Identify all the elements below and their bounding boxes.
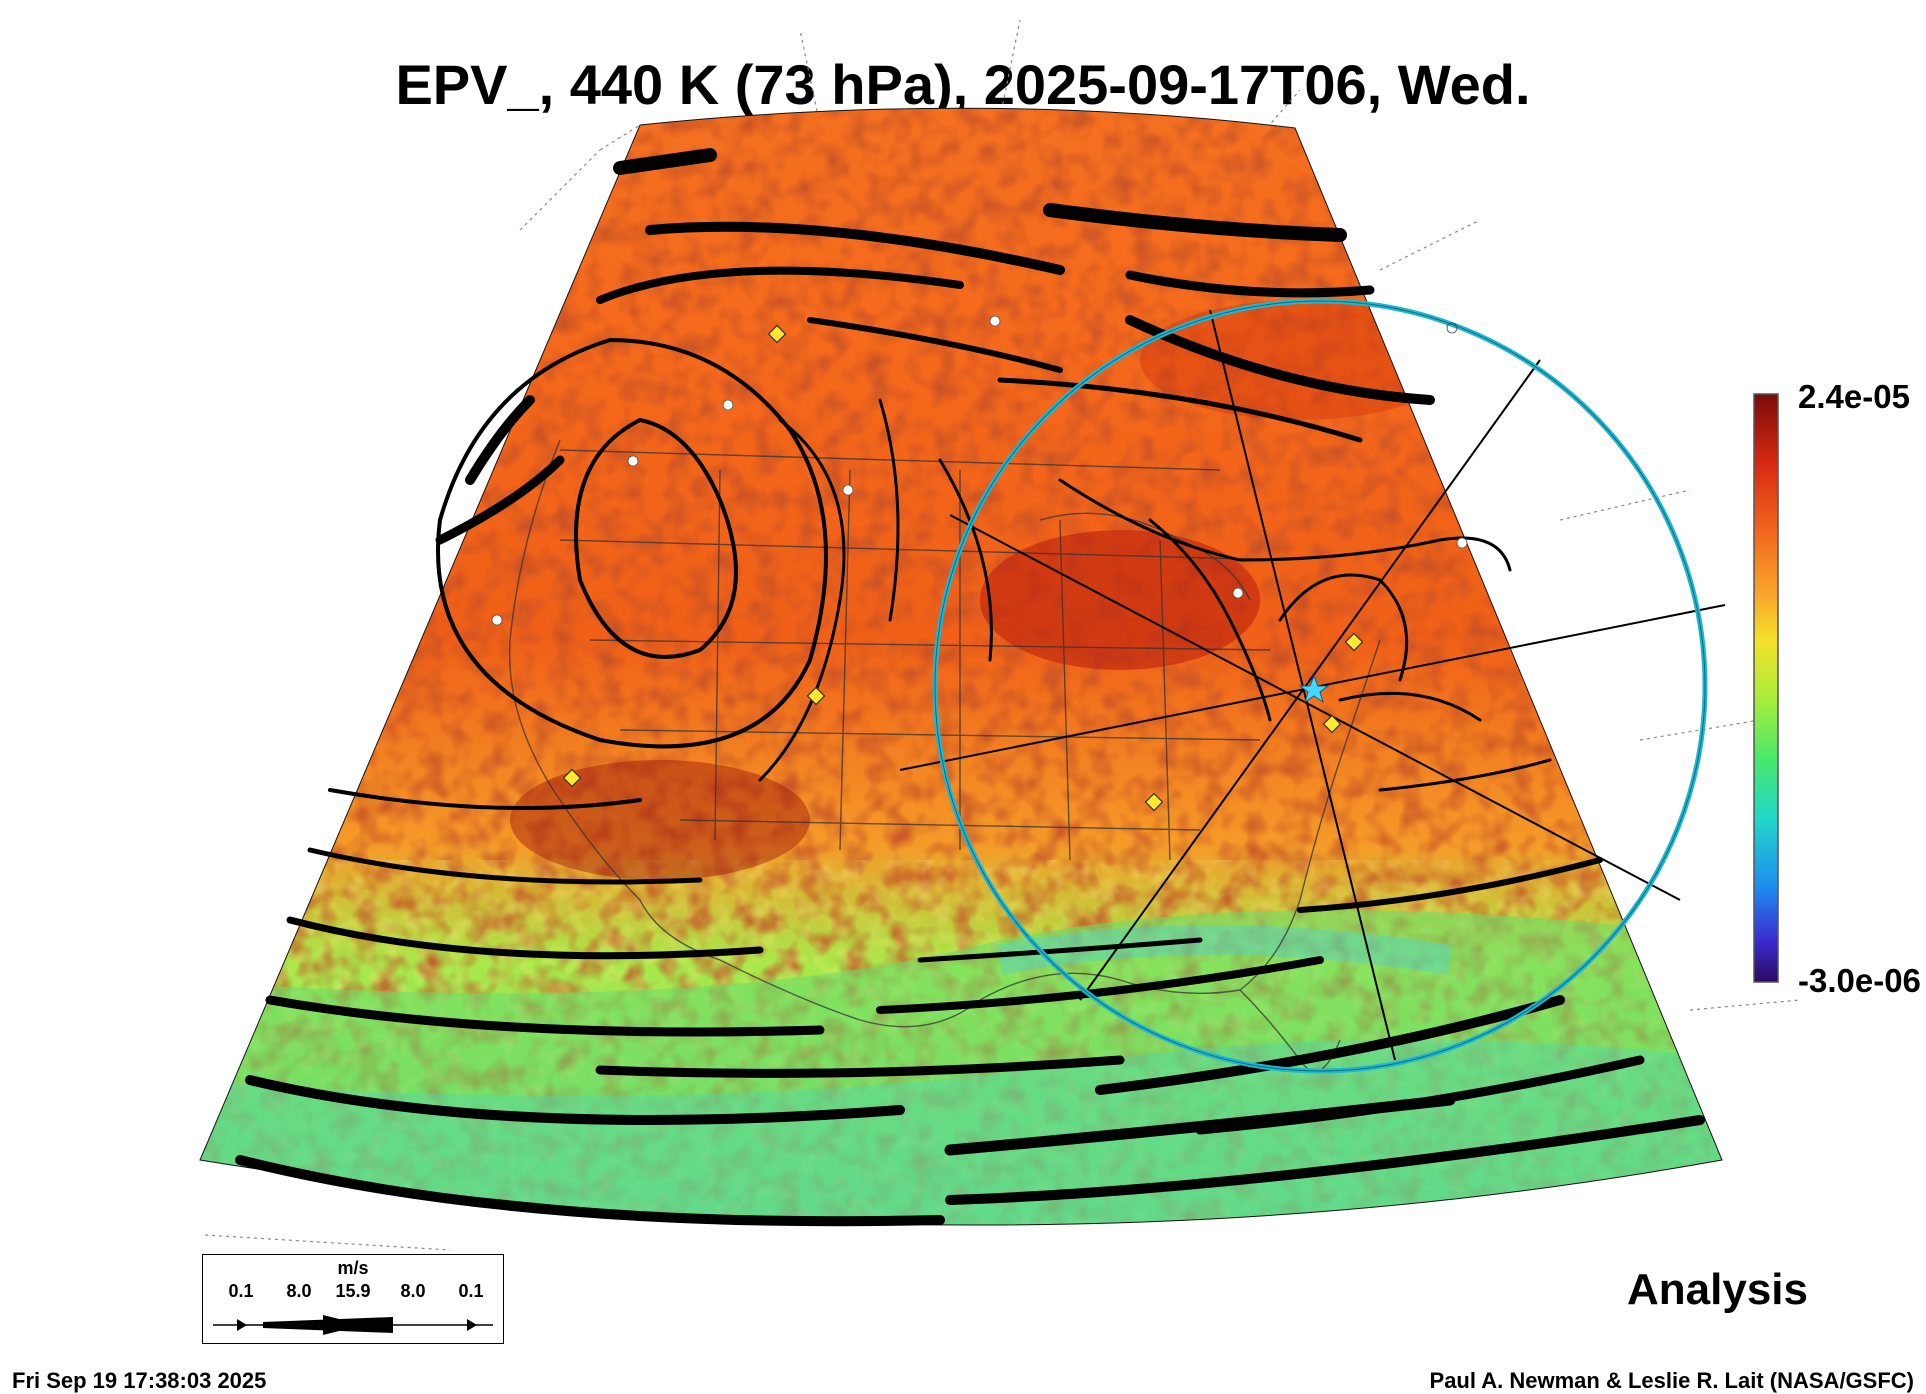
timestamp: Fri Sep 19 17:38:03 2025 [12, 1368, 267, 1393]
station-markers [562, 324, 1364, 812]
analysis-label: Analysis [1627, 1265, 1808, 1314]
legend-arrow [213, 1315, 493, 1335]
white-star-markers [491, 315, 1468, 626]
colorbar [1753, 393, 1779, 983]
wind-streamlines [235, 148, 1705, 1227]
wind-speed-legend: m/s 0.1 8.0 15.9 8.0 0.1 [202, 1254, 504, 1344]
legend-label: 8.0 [400, 1281, 426, 1301]
page-title: EPV_, 440 K (73 hPa), 2025-09-17T06, Wed… [395, 53, 1531, 116]
legend-label: 0.1 [228, 1281, 254, 1301]
colorbar-max-label: 2.4e-05 [1798, 378, 1910, 415]
center-star-icon [1298, 674, 1330, 704]
colorbar-min-label: -3.0e-06 [1798, 962, 1921, 999]
epv-field [200, 108, 1722, 1225]
legend-label: 15.9 [335, 1281, 371, 1301]
legend-unit: m/s [337, 1258, 369, 1278]
legend-label: 0.1 [458, 1281, 484, 1301]
legend-label: 8.0 [286, 1281, 312, 1301]
graticule-lines [204, 19, 1801, 1251]
credit-text: Paul A. Newman & Leslie R. Lait (NASA/GS… [1429, 1368, 1914, 1393]
